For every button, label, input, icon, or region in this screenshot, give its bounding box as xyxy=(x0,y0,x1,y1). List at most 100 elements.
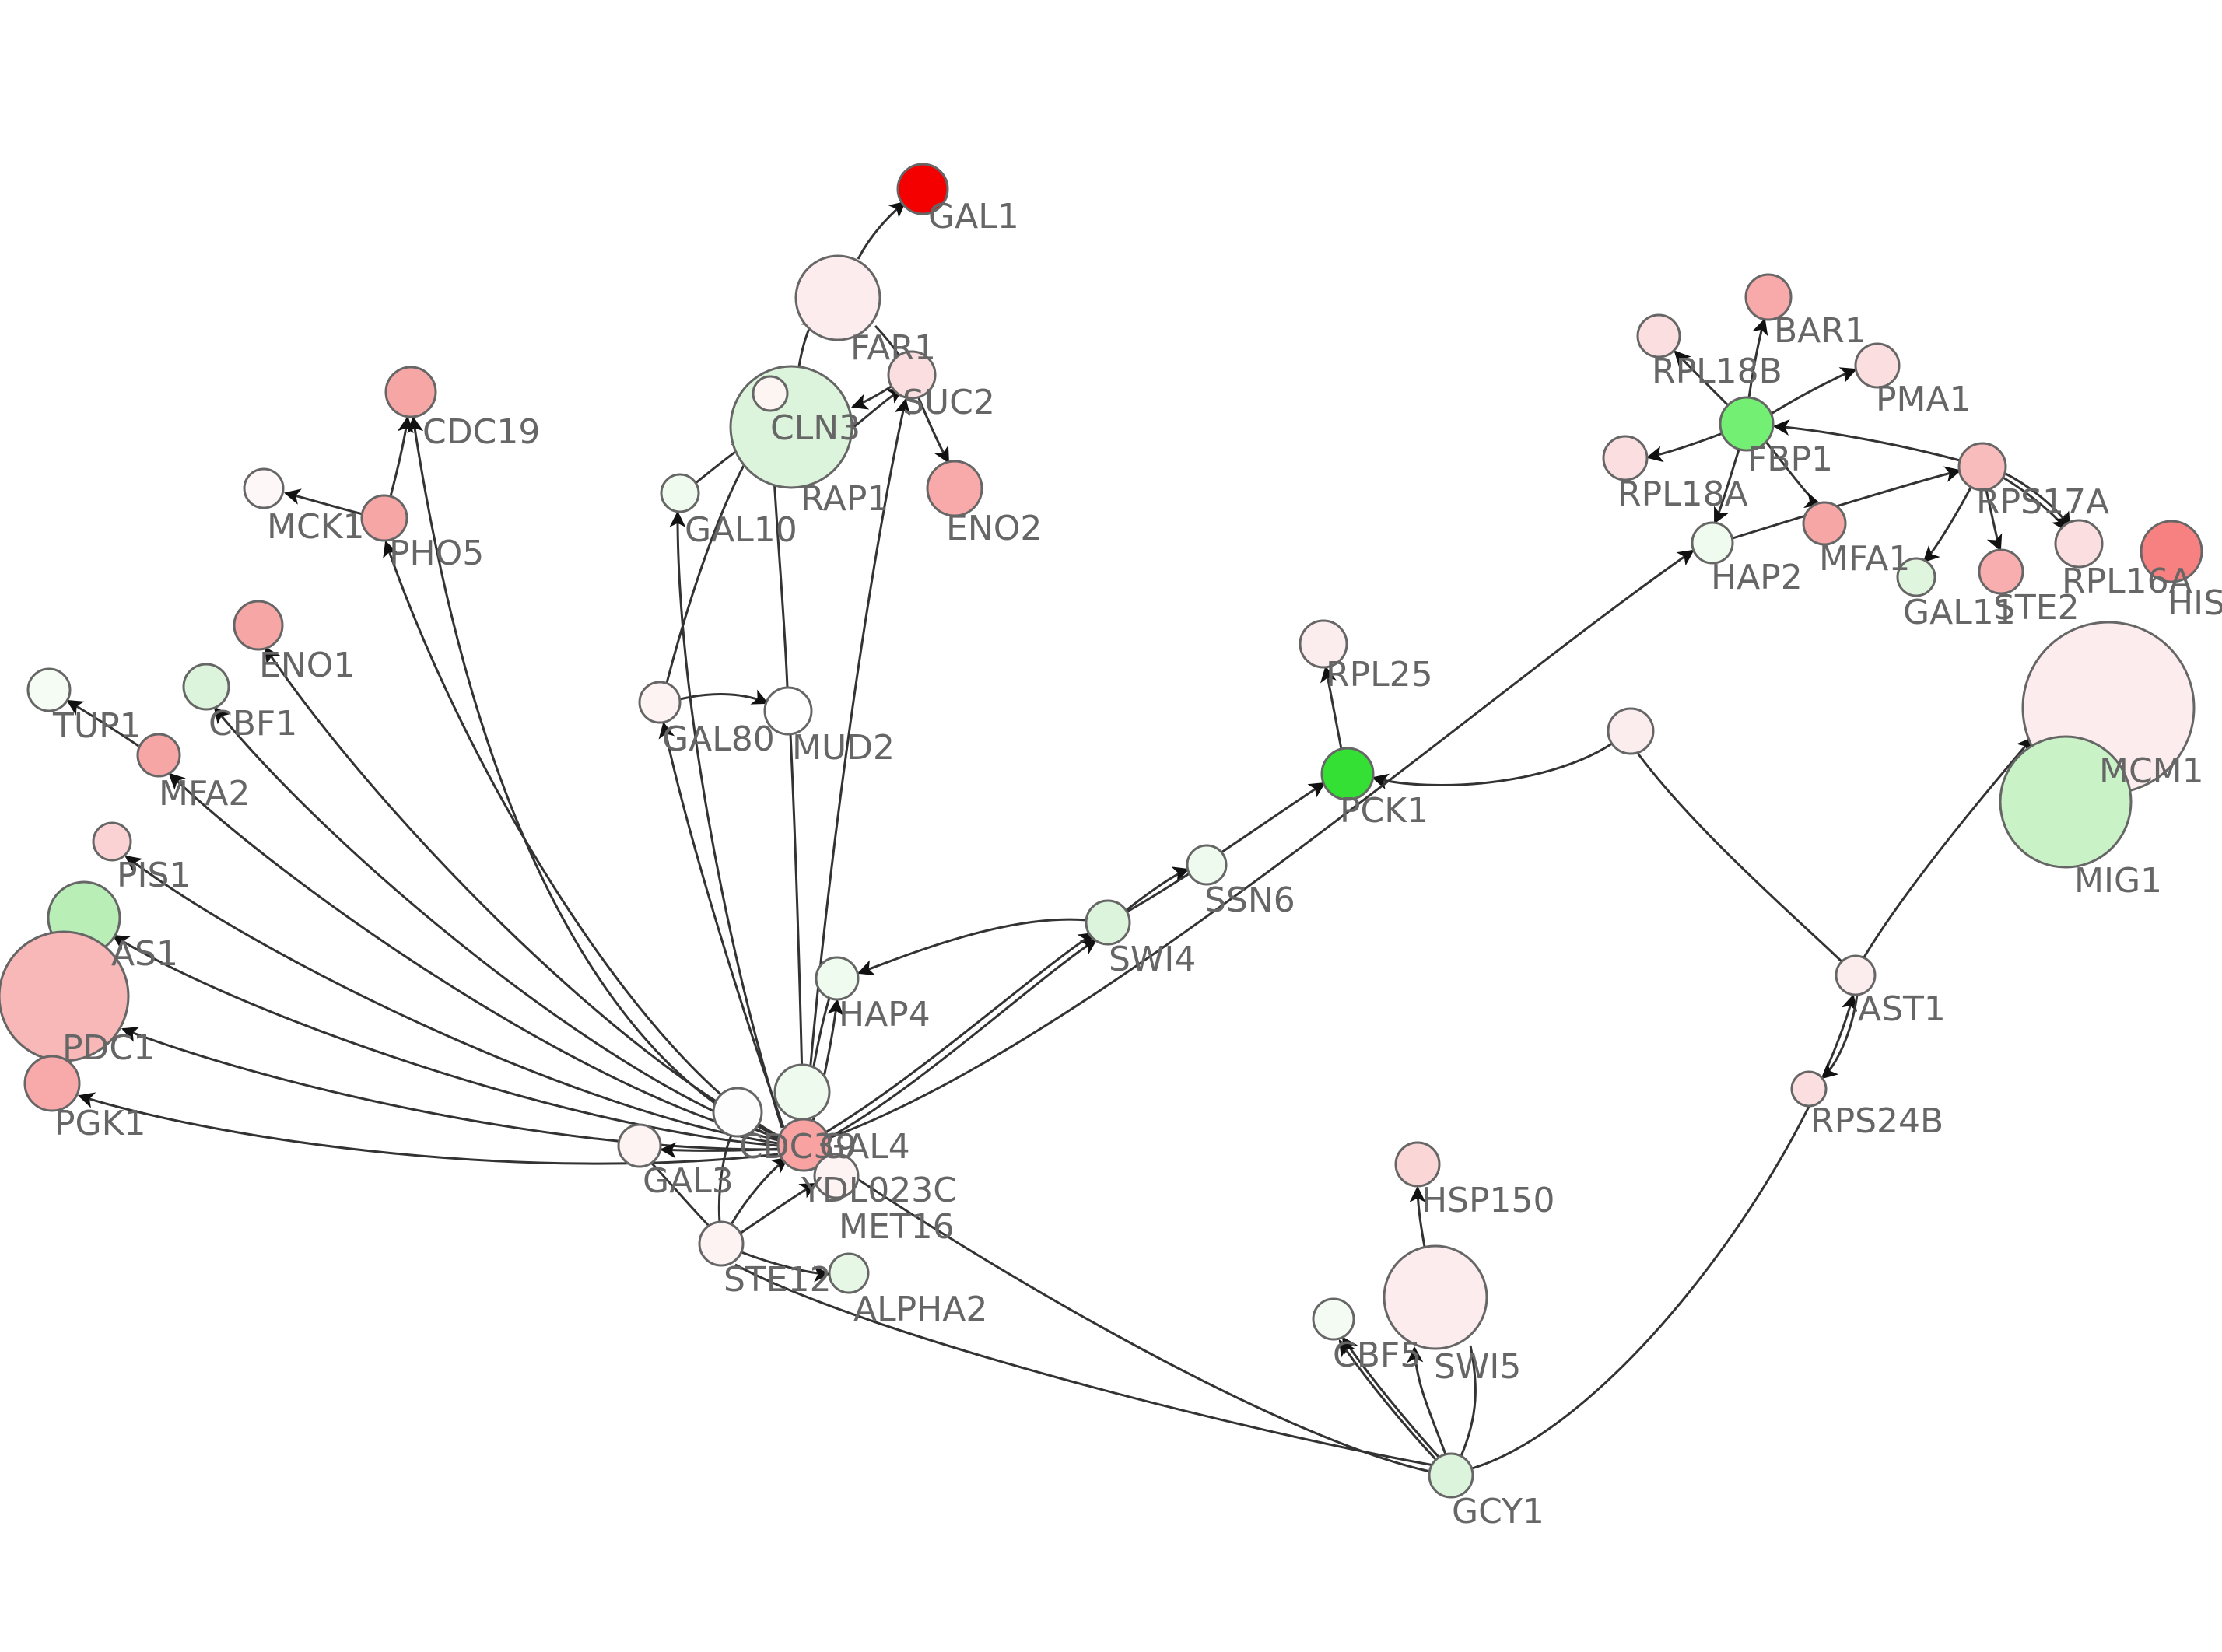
nodes-layer xyxy=(0,163,2203,1499)
node-tup1[interactable] xyxy=(26,667,72,712)
node-label-rps17a: RPS17A xyxy=(1976,482,2109,522)
edge-GCY1-to-SWI5 xyxy=(1460,1345,1477,1457)
node-label-cbf1: CBF1 xyxy=(209,704,297,744)
edge-HAP2-to-RPS17A xyxy=(1732,466,1962,540)
node-label-alpha2: ALPHA2 xyxy=(853,1290,987,1329)
node-label-pma1: PMA1 xyxy=(1876,380,1971,419)
node-hap2anc[interactable] xyxy=(1607,707,1655,755)
edge-SWI4-to-SSN6 xyxy=(1126,866,1190,912)
node-ste2[interactable] xyxy=(1978,548,2024,595)
node-mck1[interactable] xyxy=(243,467,285,509)
node-rpl25[interactable] xyxy=(1299,619,1348,669)
node-rpl16a[interactable] xyxy=(2054,519,2104,569)
node-rps24b[interactable] xyxy=(1790,1070,1828,1108)
edge-STE12-to-YDL023C xyxy=(737,1182,817,1237)
node-suc2[interactable] xyxy=(887,350,937,400)
node-label-mfa1: MFA1 xyxy=(1819,539,1910,579)
node-hap2[interactable] xyxy=(1691,521,1734,565)
node-label-gal10: GAL10 xyxy=(685,510,797,550)
node-ast1[interactable] xyxy=(1835,954,1877,996)
edge-GAL4-to-GAL80 xyxy=(658,721,786,1130)
node-rpl18b[interactable] xyxy=(1636,313,1681,359)
node-label-rpl16a: RPL16A xyxy=(2062,562,2192,601)
node-label-gas1: AS1 xyxy=(111,934,178,974)
node-label-rps24b: RPS24B xyxy=(1810,1101,1943,1141)
node-mig1[interactable] xyxy=(1999,735,2133,869)
edge-AST1-to-RPS24B xyxy=(1821,994,1859,1080)
node-pgk1[interactable] xyxy=(23,1055,81,1112)
edge-STE12-to-CDC39 xyxy=(717,1133,734,1223)
node-ydl023c[interactable] xyxy=(813,1153,860,1199)
node-eno1[interactable] xyxy=(233,600,284,651)
node-gal80[interactable] xyxy=(638,681,682,724)
edge-RPS17A-to-GAL11 xyxy=(1922,487,1972,563)
edge-STE12-to-GAL4 xyxy=(730,1157,789,1225)
node-eno2[interactable] xyxy=(926,460,983,517)
edge-FBP1-to-MFA1 xyxy=(1764,440,1822,509)
node-label-eno2: ENO2 xyxy=(946,509,1042,548)
node-bar1[interactable] xyxy=(1744,273,1793,321)
edge-GAL4-to-GAL3 xyxy=(659,1142,781,1159)
node-mud2[interactable] xyxy=(763,686,813,736)
node-rps17a[interactable] xyxy=(1957,442,2007,492)
node-rap1[interactable] xyxy=(752,375,789,412)
node-label-fbp1: FBP1 xyxy=(1747,439,1833,479)
edge-PHO5-to-CDC19 xyxy=(389,415,414,497)
node-fbp1[interactable] xyxy=(1719,396,1775,452)
node-pma1[interactable] xyxy=(1854,342,1901,389)
node-label-pdc1: PDC1 xyxy=(62,1028,155,1068)
edge-SWI5-to-HSP150 xyxy=(1409,1185,1426,1248)
edge-GAL4-to-GAS1 xyxy=(112,934,779,1147)
edge-GCY1-to-STE12 xyxy=(734,1263,1435,1467)
node-ste12[interactable] xyxy=(698,1220,745,1267)
node-pho5[interactable] xyxy=(360,494,408,542)
node-gal11c[interactable] xyxy=(773,1063,831,1121)
edge-SUC2-to-ENO2 xyxy=(917,397,950,464)
node-far1[interactable] xyxy=(794,254,881,341)
node-mfa1[interactable] xyxy=(1802,501,1847,546)
node-pis1[interactable] xyxy=(92,821,132,862)
node-cdc19[interactable] xyxy=(384,366,437,418)
edge-STE12-to-GAL3 xyxy=(649,1160,711,1228)
node-label-far1: FAR1 xyxy=(850,328,936,368)
node-rpl18a[interactable] xyxy=(1602,435,1649,481)
edge-SWI4-to-PCK1 xyxy=(1127,782,1326,913)
node-gcy1[interactable] xyxy=(1428,1452,1474,1499)
node-alpha2[interactable] xyxy=(828,1252,870,1294)
node-label-gal80: GAL80 xyxy=(662,719,775,759)
node-label-ssn6: SSN6 xyxy=(1204,880,1295,920)
node-pck1[interactable] xyxy=(1320,747,1375,801)
node-cbf1[interactable] xyxy=(182,663,230,711)
node-gal1[interactable] xyxy=(896,163,949,215)
node-mfa2[interactable] xyxy=(136,733,181,778)
node-label-mfa2: MFA2 xyxy=(159,774,250,814)
node-label-ast1: AST1 xyxy=(1858,989,1946,1029)
node-swi4[interactable] xyxy=(1085,899,1131,946)
edge-FBP1-to-RPL18B xyxy=(1674,350,1730,408)
edge-HAP2ANC-to-PCK1 xyxy=(1371,742,1613,790)
edge-PCK1-to-RPL25 xyxy=(1320,665,1343,750)
node-ssn6[interactable] xyxy=(1186,844,1228,886)
edge-GAL4-to-GAL10 xyxy=(669,510,783,1129)
node-gal10[interactable] xyxy=(660,473,700,513)
edge-FBP1-to-RPL18A xyxy=(1645,432,1723,463)
node-label-rap1: RAP1 xyxy=(801,479,888,519)
node-label-met16: MET16 xyxy=(839,1207,955,1247)
node-swi5[interactable] xyxy=(1383,1244,1488,1350)
node-cdc39[interactable] xyxy=(712,1087,763,1138)
node-label-cdc19: CDC19 xyxy=(422,412,540,452)
node-label-swi5: SWI5 xyxy=(1434,1347,1521,1387)
node-gal3[interactable] xyxy=(617,1123,662,1168)
node-hap4[interactable] xyxy=(815,956,860,1001)
node-cbf5[interactable] xyxy=(1312,1297,1355,1341)
node-label-ydl023c: YDL023C xyxy=(801,1171,957,1210)
node-hsp150[interactable] xyxy=(1394,1141,1441,1188)
edge-MFA2-to-TUP1 xyxy=(66,699,139,747)
node-gal11[interactable] xyxy=(1896,557,1936,597)
node-label-hsp150: HSP150 xyxy=(1421,1181,1555,1220)
node-label-tup1: TUP1 xyxy=(52,706,142,746)
edge-FBP1-to-HAP2 xyxy=(1713,449,1740,524)
node-his4[interactable] xyxy=(2140,520,2203,583)
edge-AST1-to-MCM1 xyxy=(1861,737,2034,961)
